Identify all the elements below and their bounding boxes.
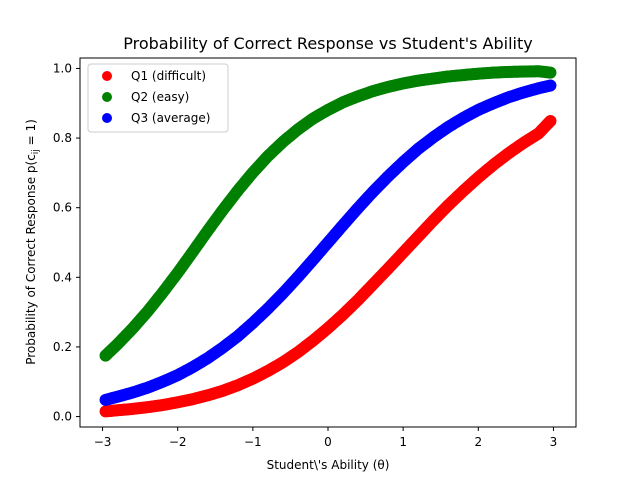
- y-axis: 0.0 0.2 0.4 0.6 0.8 1.0: [53, 61, 80, 424]
- legend-label: Q2 (easy): [131, 90, 189, 104]
- x-tick-label: −2: [169, 435, 187, 449]
- legend-box: [87, 63, 229, 133]
- y-tick-label: 0.8: [53, 131, 72, 145]
- y-axis-label: Probability of Correct Response p(cij = …: [24, 119, 41, 365]
- y-axis-label-main: Probability of Correct Response p(c: [24, 154, 38, 365]
- data-point: [544, 115, 557, 128]
- x-axis: −3 −2 −1 0 1 2 3: [94, 427, 558, 449]
- legend-marker: [102, 71, 112, 81]
- data-point: [544, 66, 557, 79]
- legend-label: Q1 (difficult): [131, 69, 206, 83]
- y-tick-label: 0.2: [53, 340, 72, 354]
- series-1: [99, 115, 557, 418]
- x-tick-label: 3: [550, 435, 558, 449]
- legend-marker: [102, 92, 112, 102]
- series-2: [99, 65, 557, 362]
- data-points: [99, 65, 557, 418]
- x-tick-label: −1: [244, 435, 262, 449]
- chart-title: Probability of Correct Response vs Stude…: [123, 34, 532, 53]
- y-tick-label: 0.0: [53, 410, 72, 424]
- legend-marker: [102, 113, 112, 123]
- data-point: [544, 79, 557, 92]
- y-tick-label: 0.6: [53, 201, 72, 215]
- x-tick-label: 1: [399, 435, 407, 449]
- y-axis-label-end: = 1): [24, 119, 38, 149]
- y-axis-label-subscript: ij: [31, 149, 41, 154]
- x-axis-label: Student\'s Ability (θ): [267, 458, 390, 472]
- series-3: [99, 79, 557, 406]
- x-tick-label: 2: [474, 435, 482, 449]
- y-tick-label: 0.4: [53, 270, 72, 284]
- legend-label: Q3 (average): [131, 111, 210, 125]
- y-tick-label: 1.0: [53, 61, 72, 75]
- x-tick-label: −3: [94, 435, 112, 449]
- x-tick-label: 0: [324, 435, 332, 449]
- legend: Q1 (difficult) Q2 (easy) Q3 (average): [87, 63, 229, 133]
